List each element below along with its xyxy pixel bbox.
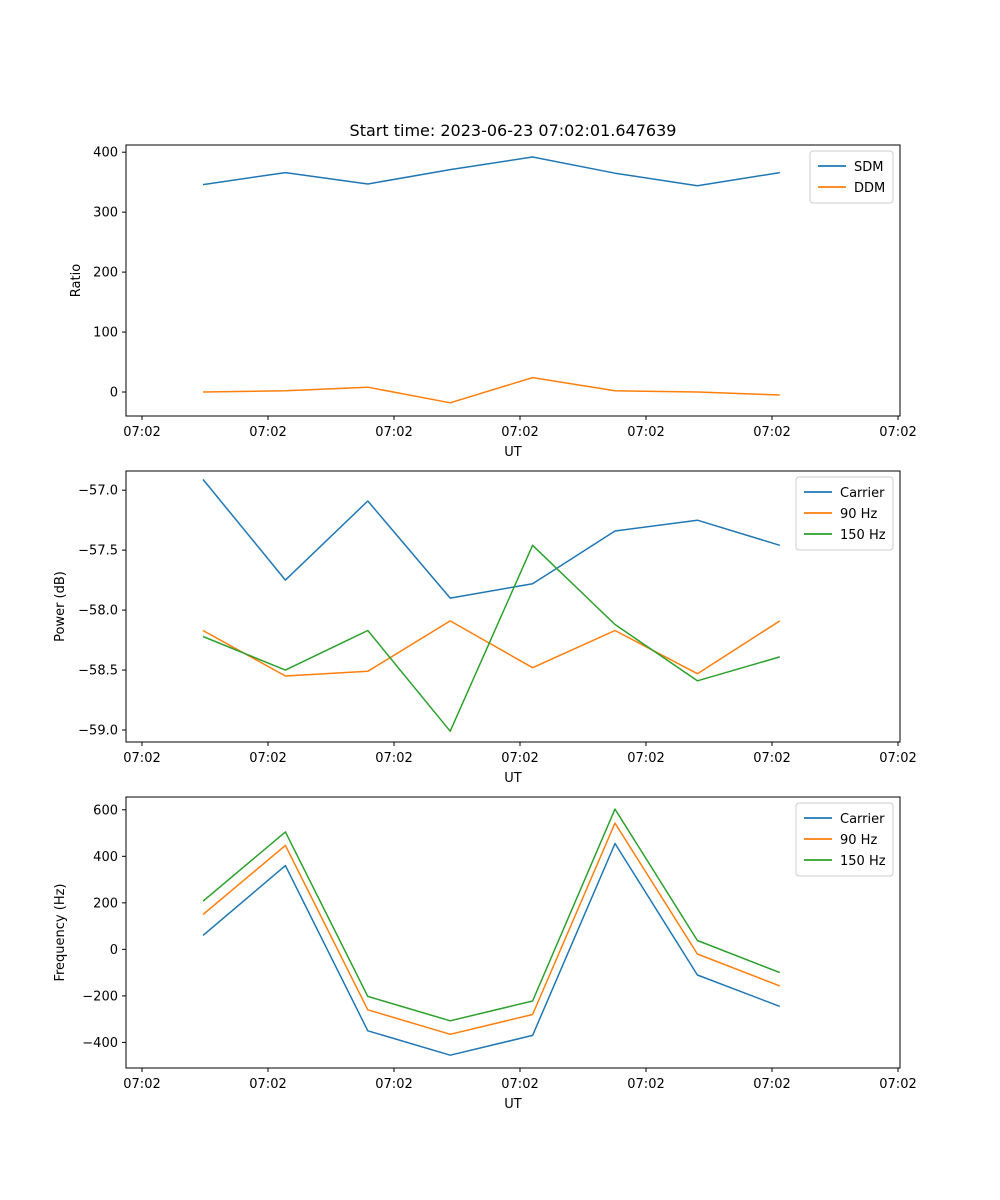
plot-frame <box>125 796 901 1069</box>
legend-label-carrier: Carrier <box>840 812 885 827</box>
y-tick-label: −200 <box>82 989 118 1004</box>
legend-box <box>795 476 894 551</box>
y-tick-label: 200 <box>93 266 118 281</box>
plot-frame <box>125 470 901 743</box>
chart-title: Start time: 2023-06-23 07:02:01.647639 <box>350 121 677 140</box>
y-tick-label: −58.0 <box>78 604 118 619</box>
y-tick-label: −400 <box>82 1036 118 1051</box>
series-line-carrier <box>202 842 781 1056</box>
legend-box <box>795 802 894 877</box>
x-tick-label: 07:02 <box>249 1077 286 1092</box>
plot-frame <box>125 144 901 417</box>
x-tick-label: 07:02 <box>753 1077 790 1092</box>
x-tick-label: 07:02 <box>501 751 538 766</box>
y-tick-label: −57.5 <box>78 544 118 559</box>
x-tick-label: 07:02 <box>375 425 412 440</box>
x-tick-label: 07:02 <box>753 751 790 766</box>
x-tick-label: 07:02 <box>501 1077 538 1092</box>
y-tick-label: 300 <box>93 206 118 221</box>
y-axis-label: Power (dB) <box>53 571 68 642</box>
x-axis-label: UT <box>504 1097 522 1112</box>
y-tick-label: 600 <box>93 803 118 818</box>
chart-panel-1: 0 100 200 300 400 07:02 07:02 07:02 07:02 07:02 07… <box>69 121 917 460</box>
y-tick-label: −58.5 <box>78 664 118 679</box>
series-line-90-hz <box>202 822 781 1036</box>
x-tick-label: 07:02 <box>123 1077 160 1092</box>
y-tick-label: 0 <box>110 386 118 401</box>
x-axis-label: UT <box>504 445 522 460</box>
x-tick-label: 07:02 <box>627 751 664 766</box>
chart-panel-2: −57.0 −57.5 −58.0 −58.5 −59.0 07:02 07:02 07:02… <box>53 470 917 786</box>
legend-box <box>809 150 894 204</box>
x-tick-label: 07:02 <box>879 751 916 766</box>
x-tick-label: 07:02 <box>627 425 664 440</box>
y-tick-label: 400 <box>93 146 118 161</box>
series-line-150-hz <box>202 544 781 732</box>
y-tick-label: −57.0 <box>78 484 118 499</box>
series-line-sdm <box>202 156 780 187</box>
legend-label-90-hz: 90 Hz <box>840 507 877 522</box>
x-axis-label: UT <box>504 771 522 786</box>
x-tick-label: 07:02 <box>249 425 286 440</box>
x-tick-label: 07:02 <box>249 751 286 766</box>
series-line-150-hz <box>202 808 781 1022</box>
legend-label-90-hz: 90 Hz <box>840 833 877 848</box>
x-tick-label: 07:02 <box>375 1077 412 1092</box>
x-tick-label: 07:02 <box>879 1077 916 1092</box>
y-tick-label: 200 <box>93 896 118 911</box>
x-tick-label: 07:02 <box>501 425 538 440</box>
y-tick-label: 0 <box>110 943 118 958</box>
x-tick-label: 07:02 <box>753 425 790 440</box>
legend-label-150-hz: 150 Hz <box>840 854 886 869</box>
x-tick-label: 07:02 <box>123 751 160 766</box>
y-axis-label: Ratio <box>69 264 84 297</box>
legend-label-ddm: DDM <box>854 181 885 196</box>
y-tick-label: 100 <box>93 326 118 341</box>
series-line-ddm <box>202 376 780 404</box>
legend-label-sdm: SDM <box>854 160 883 175</box>
series-line-carrier <box>202 478 781 599</box>
y-tick-label: 400 <box>93 850 118 865</box>
chart-panel-3: 600 400 200 0 −200 −400 07:02 07:02 07:02 07:02 07… <box>53 796 917 1112</box>
x-tick-label: 07:02 <box>627 1077 664 1092</box>
y-axis-label: Frequency (Hz) <box>53 883 68 981</box>
x-tick-label: 07:02 <box>879 425 916 440</box>
x-tick-label: 07:02 <box>375 751 412 766</box>
series-line-90-hz <box>202 620 781 677</box>
y-tick-label: −59.0 <box>78 724 118 739</box>
x-tick-label: 07:02 <box>123 425 160 440</box>
legend-label-carrier: Carrier <box>840 486 885 501</box>
legend-label-150-hz: 150 Hz <box>840 528 886 543</box>
